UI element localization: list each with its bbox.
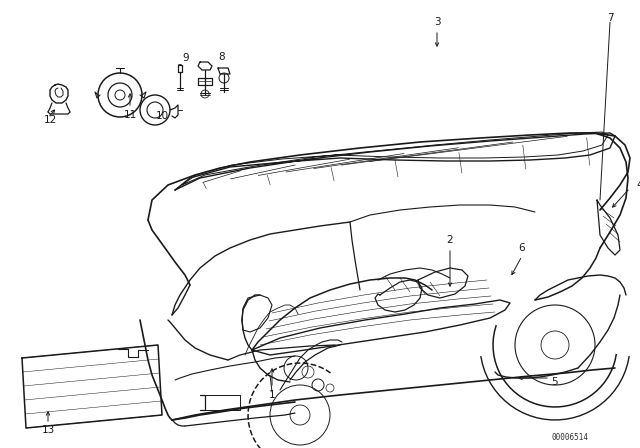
Text: 2: 2 [447, 235, 453, 245]
Text: 8: 8 [219, 52, 225, 62]
Text: 11: 11 [124, 110, 136, 120]
Text: 10: 10 [156, 111, 168, 121]
Text: 1: 1 [269, 390, 275, 400]
Text: 3: 3 [434, 17, 440, 27]
Text: 9: 9 [182, 53, 189, 63]
Text: 6: 6 [518, 243, 525, 253]
Text: 7: 7 [607, 13, 613, 23]
Text: 4: 4 [637, 180, 640, 190]
Text: 5: 5 [552, 377, 558, 387]
Text: 12: 12 [44, 115, 56, 125]
Text: 00006514: 00006514 [552, 434, 589, 443]
Text: 13: 13 [42, 425, 54, 435]
